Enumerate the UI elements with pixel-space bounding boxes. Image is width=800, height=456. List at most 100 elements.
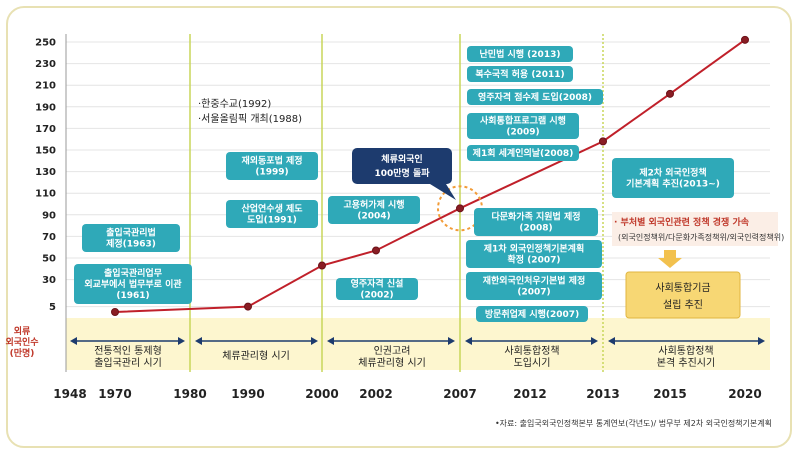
event-box: [467, 46, 573, 62]
data-point: [599, 137, 607, 146]
yellow-box-text: 사회통합기금: [655, 282, 710, 294]
event-box: [336, 278, 418, 300]
event-label: (1961): [116, 291, 149, 301]
source-note: •자료: 출입국외국인정책본부 통계연보(각년도)/ 법무부 제2차 외국인정책…: [495, 418, 772, 428]
y-tick-label: 150: [35, 146, 56, 157]
x-tick-label: 2015: [653, 387, 686, 401]
x-tick-label: 2000: [305, 387, 338, 401]
event-label: 산업연수생 제도: [241, 203, 303, 215]
y-tick-label: 70: [42, 232, 56, 243]
red-note: · 부처별 외국인관련 정책 경쟁 가속: [614, 216, 749, 228]
era-arrow-head: [591, 337, 598, 345]
y-tick-label: 250: [35, 38, 56, 49]
era-arrow-head: [758, 337, 765, 345]
event-label: (2009): [506, 128, 539, 138]
x-tick-label: 1948: [53, 387, 86, 401]
event-box: [467, 145, 579, 161]
event-box: [226, 152, 318, 180]
highlight-box: [352, 148, 452, 184]
era-label: 사회통합정책: [658, 345, 713, 357]
y-tick-label: 30: [42, 275, 56, 286]
y-tick-label: 130: [35, 167, 56, 178]
era-label: 전통적인 통제형: [94, 345, 162, 357]
y-axis-unit-label: 외류: [14, 325, 31, 337]
x-tick-label: 2012: [513, 387, 546, 401]
red-note-bg: [612, 212, 778, 246]
y-axis-unit-label: 외국인수: [5, 336, 38, 348]
plain-note: ·한중수교(1992): [198, 98, 271, 110]
event-box: [74, 264, 192, 304]
era-label: 도입시기: [514, 356, 551, 369]
data-point: [318, 261, 326, 270]
event-label: 방문취업제 시행(2007): [485, 308, 579, 320]
era-arrow-head: [311, 337, 318, 345]
yellow-box: [625, 271, 741, 319]
era-arrow-head: [465, 337, 472, 345]
event-label: (1999): [255, 168, 288, 178]
event-box: [467, 113, 579, 139]
event-label: (2002): [360, 291, 393, 301]
era-arrow-head: [70, 337, 77, 345]
event-label: 영주자격 점수제 도입(2008): [478, 91, 592, 103]
era-label: 인권고려: [374, 345, 411, 357]
era-label: 본격 추진시기: [657, 356, 715, 369]
x-tick-label: 2002: [359, 387, 392, 401]
highlight-pointer: [430, 184, 456, 200]
event-box: [476, 306, 588, 322]
era-label: 체류관리형 시기: [358, 357, 426, 369]
y-axis-unit-label: (만명): [10, 347, 35, 359]
x-tick-label: 1980: [173, 387, 206, 401]
event-label: 난민법 시행 (2013): [480, 48, 561, 60]
data-point: [741, 35, 749, 44]
highlight-text: 100만명 돌파: [374, 167, 430, 179]
event-label: 기본계획 추진(2013~): [626, 178, 720, 190]
x-tick-label: 1970: [98, 387, 131, 401]
event-box: [467, 89, 603, 105]
era-label: 체류관리형 시기: [222, 350, 290, 362]
y-tick-label: 110: [35, 189, 56, 200]
data-point: [372, 246, 380, 255]
data-point: [111, 308, 119, 316]
event-label: 고용허가제 시행: [343, 199, 404, 211]
event-label: 출입국관리업무: [104, 267, 162, 279]
event-label: 제정(1963): [106, 238, 156, 250]
event-label: (2004): [357, 212, 390, 222]
era-arrow-head: [608, 337, 615, 345]
era-arrow-head: [448, 337, 455, 345]
data-point: [456, 204, 464, 213]
event-label: 제2차 외국인정책: [639, 167, 706, 179]
series-line: [114, 39, 746, 313]
era-label: 출입국관리 시기: [94, 356, 162, 369]
x-tick-label: 2007: [443, 387, 476, 401]
event-box: [328, 196, 420, 224]
y-tick-label: 190: [35, 102, 56, 113]
event-label: 재한외국인처우기본법 제정: [483, 275, 586, 287]
event-label: 사회통합프로그램 시행: [480, 115, 566, 127]
event-label: 출입국관리법: [106, 227, 156, 239]
data-point: [244, 302, 252, 311]
event-label: 외교부에서 법무부로 이관: [84, 278, 182, 290]
y-tick-label: 90: [42, 210, 56, 221]
event-label: (2007): [517, 288, 550, 298]
event-box: [612, 158, 734, 198]
event-box: [467, 66, 573, 82]
era-arrow-head: [195, 337, 202, 345]
event-box: [466, 240, 602, 268]
event-label: 도입(1991): [247, 214, 297, 226]
y-tick-label: 210: [35, 81, 56, 92]
event-box: [474, 208, 598, 236]
y-tick-label: 170: [35, 124, 56, 135]
event-label: 재외동포법 제정: [241, 155, 302, 167]
event-label: 영주자격 신설: [351, 278, 404, 290]
event-box: [466, 272, 602, 300]
event-label: (2008): [519, 224, 552, 234]
era-arrow-head: [178, 337, 185, 345]
event-box: [226, 200, 318, 228]
event-label: 제1차 외국인정책기본계획: [484, 243, 584, 255]
event-label: 다문화가족 지원법 제정: [491, 211, 580, 223]
y-tick-label: 50: [42, 254, 56, 265]
data-point: [666, 89, 674, 98]
event-label: 제1회 세계인의날(2008): [473, 147, 574, 159]
era-label: 사회통합정책: [504, 345, 559, 357]
